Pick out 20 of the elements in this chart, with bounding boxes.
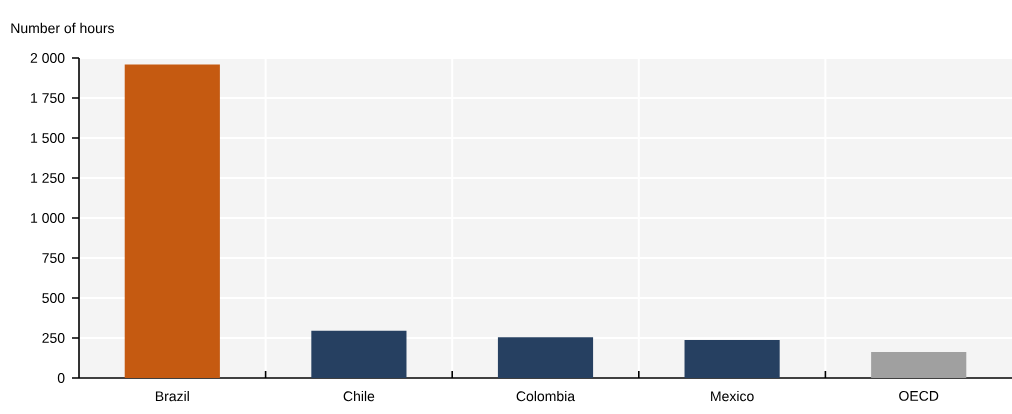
y-tick-label: 1 000 — [31, 213, 65, 223]
bar — [124, 64, 220, 378]
y-tick-label: 1 500 — [31, 133, 65, 143]
y-tick-label: 750 — [42, 253, 65, 263]
x-tick-label: Brazil — [155, 390, 189, 402]
bar — [684, 340, 780, 378]
bar — [871, 352, 967, 378]
bar — [311, 330, 407, 378]
bar — [497, 337, 594, 378]
y-tick-label: 0 — [57, 373, 65, 383]
y-tick-label: 2 000 — [30, 53, 65, 63]
y-tick-label: 1 250 — [31, 173, 65, 183]
x-tick-label: Chile — [343, 390, 375, 402]
x-tick-label: Mexico — [711, 390, 754, 402]
y-tick-label: 500 — [42, 293, 65, 303]
y-tick-label: 250 — [42, 333, 65, 343]
x-tick-label: Colombia — [516, 390, 576, 402]
y-axis-title: Number of hours — [11, 22, 114, 34]
y-tick-label: 1 750 — [31, 93, 65, 103]
x-tick-label: OECD — [899, 390, 939, 401]
